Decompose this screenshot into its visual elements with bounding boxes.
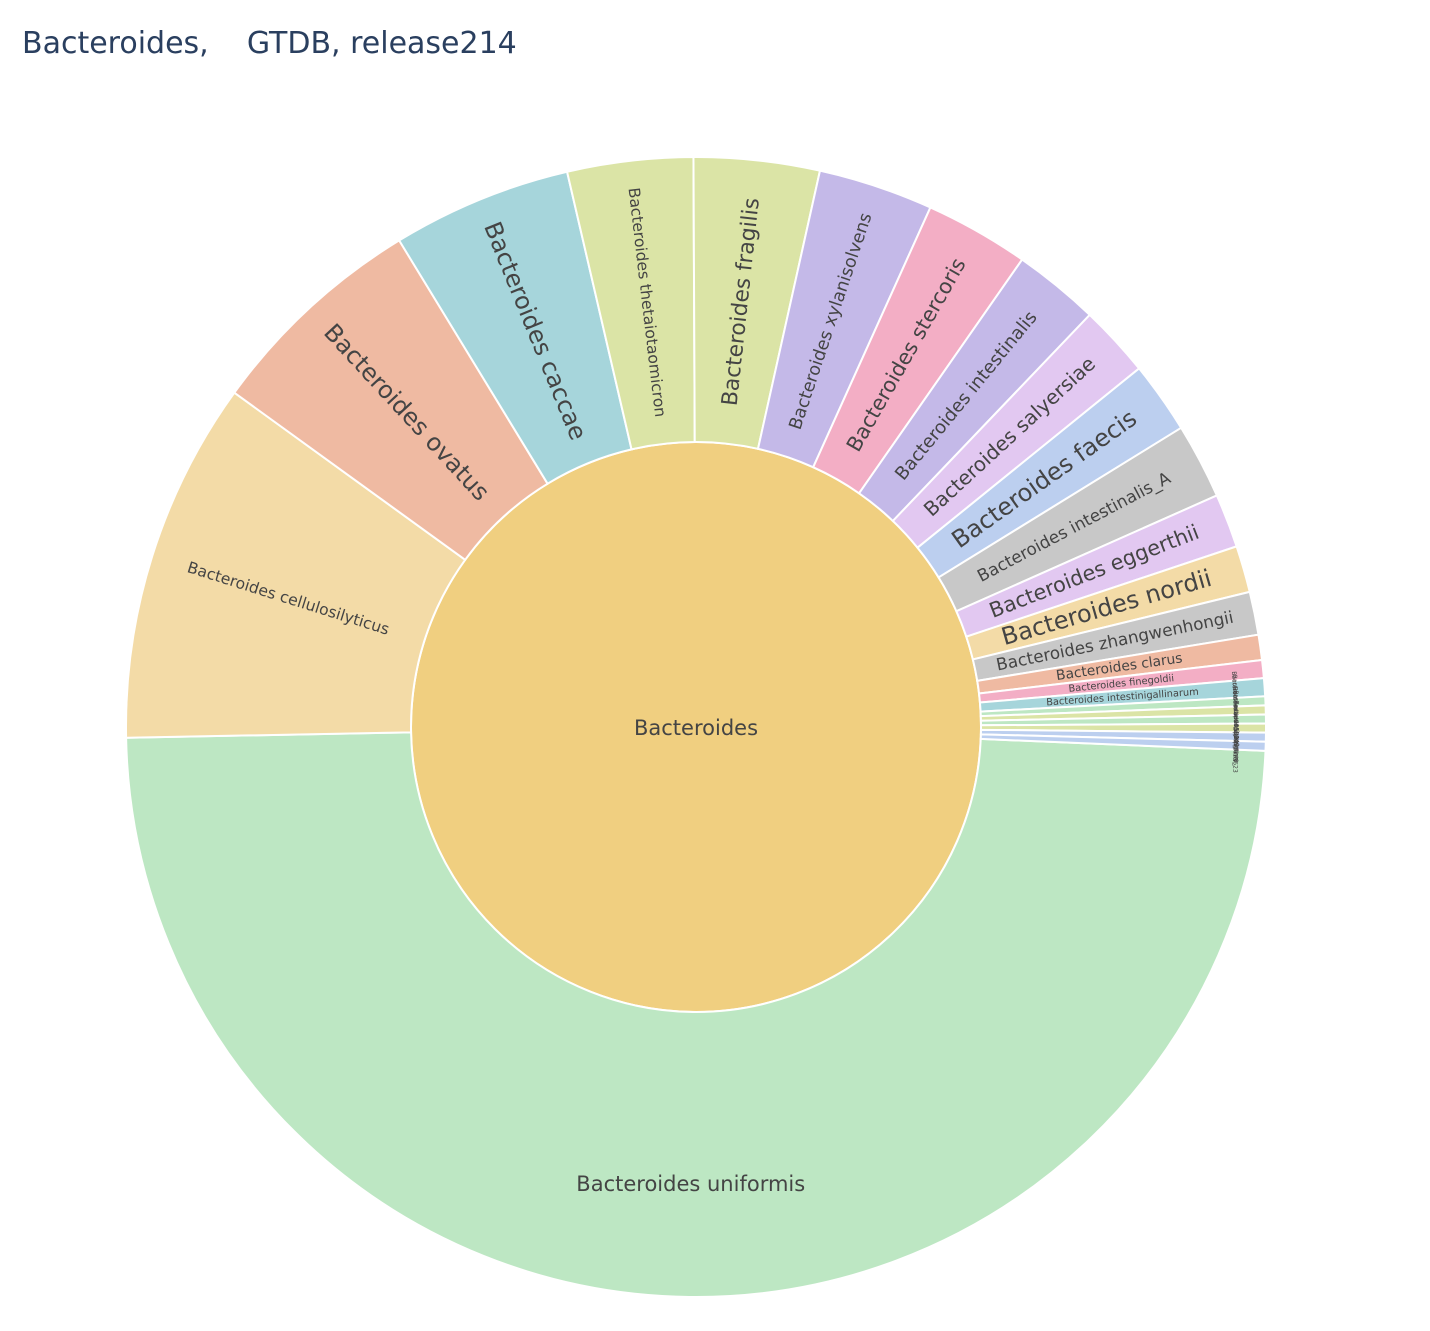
label-bacteroides-faecis: Bacteroides faecis_?	[1230, 671, 1240, 733]
segment-bacteroides-uniformis[interactable]	[125, 731, 1267, 1298]
sunburst-segments	[125, 156, 1267, 1298]
label-root: Bacteroides	[634, 716, 758, 740]
label-bacteroides-sp9055240: Bacteroides sp9055240_	[1232, 690, 1239, 766]
chart-title: Bacteroides, GTDB, release214	[22, 26, 517, 61]
label-bacteroides-uniformis: Bacteroides uniformis	[576, 1172, 805, 1196]
segment-unknown[interactable]	[979, 733, 1267, 752]
label-bacteroides-sp9013623: Bacteroides sp9013623	[1231, 701, 1239, 773]
label-bacteroides-sp9055240: Bacteroides sp9055240	[1231, 675, 1240, 747]
label-unknown: UNKNOWN	[1231, 729, 1239, 762]
label-bacteroides-fragilis-a: Bacteroides fragilis_A	[1231, 687, 1239, 754]
segment-bacteroides-cellulosilyticus[interactable]	[125, 391, 467, 739]
